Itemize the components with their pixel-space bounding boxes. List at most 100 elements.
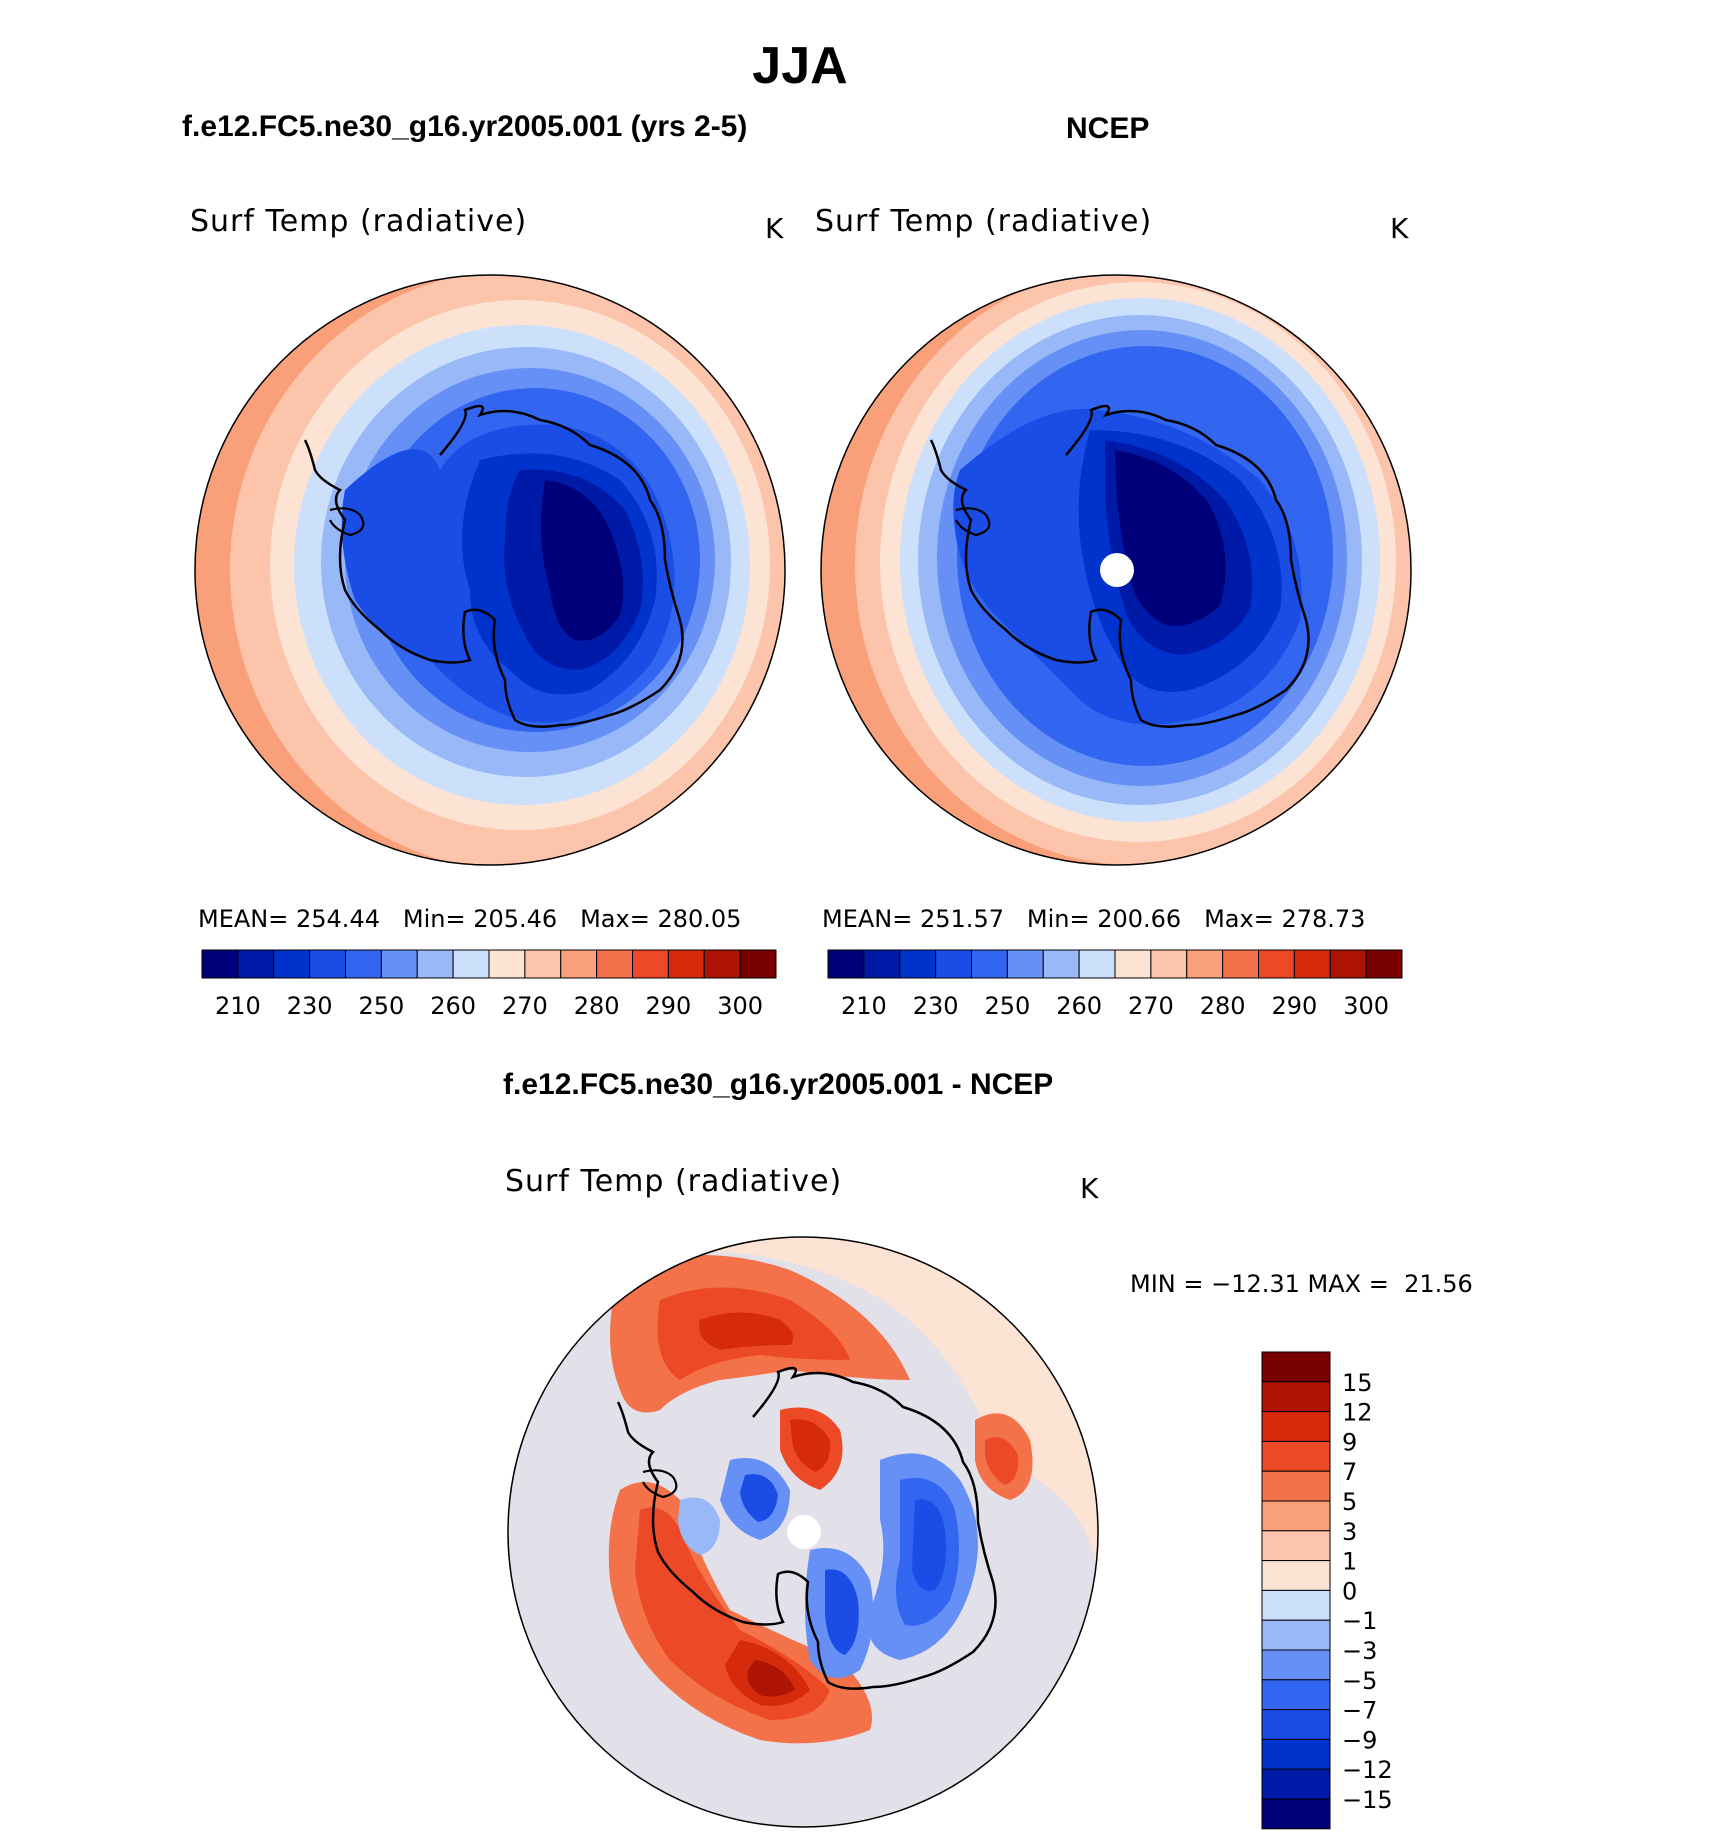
panel-2-max-label: Max= [1204,905,1274,933]
colorbar-ncep: 210 230 250 260 270 280 290 300 [827,949,1403,1020]
colorbar-swatch [1006,949,1044,979]
colorbar-swatch [1150,949,1188,979]
colorbar-tick-label: 250 [984,992,1030,1020]
colorbar-tick-label: 210 [215,992,261,1020]
colorbar-tick-label: 290 [1271,992,1317,1020]
panel-1-min-label: Min= [402,905,466,933]
colorbar-tick-label: 270 [1128,992,1174,1020]
colorbar-swatch [1261,1589,1331,1621]
colorbar-tick-label: 230 [913,992,959,1020]
panel-2-mean-label: MEAN= [822,905,913,933]
page-title: JJA [752,37,848,95]
panel-2-heading: NCEP [1066,112,1150,145]
colorbar-tick-label: 3 [1342,1518,1357,1546]
colorbar-tick-label: 250 [358,992,404,1020]
colorbar-swatch [1078,949,1116,979]
panel-1-max-value: 280.05 [657,905,742,933]
colorbar-tick-label: 12 [1342,1399,1373,1427]
colorbar-swatch [237,949,275,979]
colorbar-tick-label: 7 [1342,1458,1357,1486]
colorbar-swatch [1261,1619,1331,1651]
antarctica-coastline-model [303,404,684,728]
colorbar-swatch [935,949,972,979]
colorbar-swatch [632,949,669,979]
colorbar-swatch [309,949,346,979]
panel-1-field-label: Surf Temp (radiative) [190,204,528,239]
colorbar-swatch [1261,1679,1331,1711]
colorbar-tick-label: −5 [1342,1667,1377,1695]
map-difference-boundary [507,1236,1099,1828]
colorbar-tick-label: 5 [1342,1488,1357,1516]
diff-field-label: Surf Temp (radiative) [505,1164,843,1199]
colorbar-swatch [1222,949,1259,979]
colorbar-swatch [1258,949,1295,979]
colorbar-tick-label: −12 [1342,1756,1393,1784]
diff-heading: f.e12.FC5.ne30_g16.yr2005.001 - NCEP [503,1068,1054,1101]
colorbar-tick-label: 210 [841,992,887,1020]
colorbar-tick-label: 280 [574,992,620,1020]
diff-units-label: K [1080,1172,1099,1205]
map-difference [508,1237,1098,1827]
panel-2-max-value: 278.73 [1281,905,1366,933]
colorbar-swatch [1261,1709,1331,1740]
panel-1-mean-label: MEAN= [198,905,289,933]
colorbar-swatch [1293,949,1331,979]
colorbar-tick-label: −3 [1342,1637,1377,1665]
panel-2-field-label: Surf Temp (radiative) [815,204,1153,239]
colorbar-swatch [1261,1381,1331,1413]
panel-1-min-value: 205.46 [473,905,558,933]
colorbar-swatch [1261,1470,1331,1502]
colorbar-swatch [560,949,598,979]
colorbar-tick-label: 280 [1200,992,1246,1020]
colorbar-swatch [1261,1351,1331,1383]
colorbar-swatch [703,949,741,979]
colorbar-swatch [1114,949,1152,979]
colorbar-model: 210 230 250 260 270 280 290 300 [201,949,777,1020]
colorbar-swatch [201,949,239,979]
colorbar-swatch [1261,1768,1331,1800]
map-model-boundary [194,274,786,866]
colorbar-tick-label: 15 [1342,1369,1373,1397]
colorbar-tick-label: 260 [1056,992,1102,1020]
colorbar-swatch [596,949,633,979]
colorbar-swatch [1261,1649,1331,1681]
colorbar-tick-label: −9 [1342,1726,1377,1754]
colorbar-swatch [1261,1798,1331,1830]
map-ncep-boundary [820,274,1412,866]
colorbar-tick-label: 0 [1342,1577,1357,1605]
colorbar-swatch [1261,1500,1331,1532]
colorbar-tick-label: 230 [287,992,333,1020]
antarctica-coastline-ncep [929,404,1310,728]
map-model [195,275,785,865]
colorbar-tick-label: 270 [502,992,548,1020]
panel-1-heading: f.e12.FC5.ne30_g16.yr2005.001 (yrs 2-5) [182,110,748,143]
colorbar-swatch [380,949,418,979]
colorbar-tick-label: −15 [1342,1786,1393,1814]
colorbar-swatch [1261,1411,1331,1442]
map-ncep [821,275,1411,865]
colorbar-tick-label: 260 [430,992,476,1020]
colorbar-swatch [452,949,490,979]
panel-1-stats: MEAN= 254.44 Min= 205.46 Max= 280.05 [198,905,741,933]
colorbar-swatch [1261,1440,1331,1472]
panel-2-min-value: 200.66 [1097,905,1182,933]
colorbar-swatch [416,949,454,979]
colorbar-tick-label: 9 [1342,1428,1357,1456]
panel-1-units-label: K [765,212,784,245]
colorbar-tick-label: 290 [645,992,691,1020]
colorbar-swatch [1261,1738,1331,1770]
colorbar-swatch [971,949,1008,979]
colorbar-tick-label: 300 [717,992,763,1020]
antarctica-coastline-difference [616,1366,997,1690]
panel-2-units-label: K [1390,212,1409,245]
panel-2-mean-value: 251.57 [920,905,1004,933]
colorbar-swatch [524,949,562,979]
colorbar-swatch [1261,1530,1331,1562]
panel-1-max-label: Max= [580,905,650,933]
panel-2-stats: MEAN= 251.57 Min= 200.66 Max= 278.73 [822,905,1365,933]
colorbar-swatch [863,949,901,979]
diff-minmax-text: MIN = −12.31 MAX = 21.56 [1130,1270,1473,1298]
colorbar-swatch [1186,949,1224,979]
